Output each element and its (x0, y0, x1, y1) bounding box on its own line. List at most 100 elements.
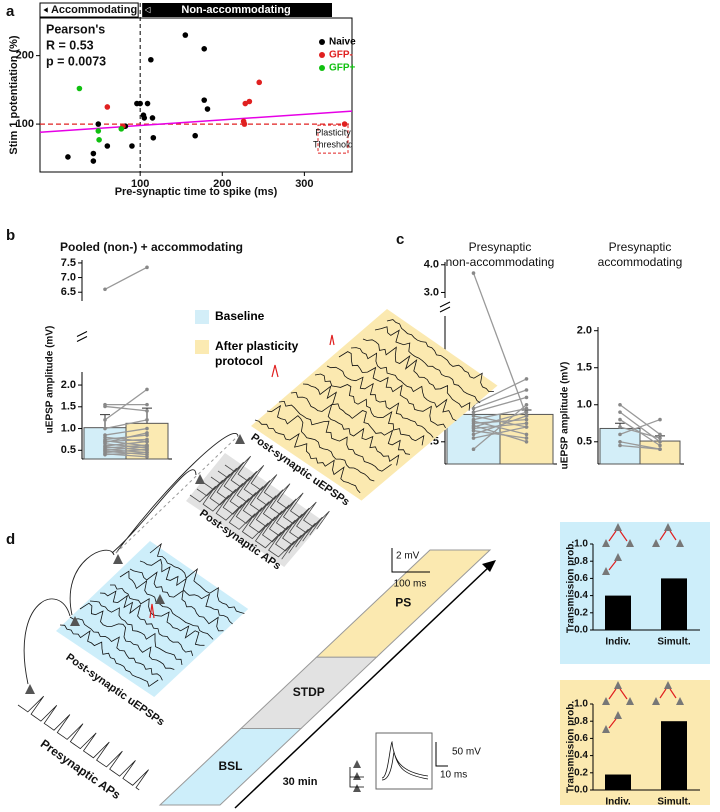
neuron-icon (676, 697, 684, 705)
pair-line (104, 432, 148, 444)
pair-dot (618, 425, 622, 429)
y-tick-label: 0.2 (574, 767, 588, 778)
y-tick-label: 1.5 (61, 401, 76, 413)
pair-line (473, 396, 527, 413)
trace (338, 351, 446, 429)
pair-dot (145, 426, 149, 431)
scale-label: 100 ms (394, 579, 427, 590)
trace (362, 338, 471, 411)
pair-line (104, 266, 148, 290)
pair-line (473, 407, 527, 421)
annotation: p = 0.0073 (46, 54, 106, 68)
y-tick-label: 1.5 (577, 362, 592, 374)
pair-dot (524, 395, 529, 400)
pair-dot (524, 436, 529, 440)
pair-dot (524, 410, 529, 415)
x-tick-label: Indiv. (605, 637, 631, 648)
point (95, 128, 102, 134)
trace (374, 326, 481, 404)
neuron-icon (353, 772, 361, 780)
point (204, 106, 211, 112)
pair-dot (471, 271, 476, 275)
pair-dot (618, 443, 622, 448)
pair-dot (145, 265, 149, 270)
axis-break (76, 331, 88, 342)
chart-title: accommodating (598, 255, 683, 269)
y-tick-label: 1.0 (577, 399, 592, 411)
point (96, 137, 102, 143)
pair-dot (618, 410, 622, 414)
pair-dot (471, 447, 476, 452)
y-axis-label: Transmission prob. (566, 701, 577, 793)
pair-line (619, 426, 661, 439)
neuron-icon (353, 760, 361, 768)
point (104, 143, 111, 149)
threshold-box (317, 124, 349, 154)
pair-dot (524, 377, 529, 381)
pair-line (619, 404, 661, 435)
pair-dot (471, 414, 476, 418)
trace (290, 391, 400, 466)
y-tick-label: 2.0 (61, 379, 76, 391)
inset-box (375, 732, 433, 790)
trace-band (251, 309, 498, 501)
spike-highlight (149, 334, 335, 619)
pair-line (104, 405, 148, 412)
neuron-icon (195, 474, 205, 484)
annotation: R = 0.53 (46, 38, 94, 52)
pair-line (473, 415, 527, 436)
neuron-icon (614, 523, 622, 531)
pair-line (619, 444, 661, 450)
pair-line (473, 378, 527, 406)
neuron-icon (626, 539, 634, 547)
bar (661, 578, 687, 630)
x-tick-label: 300 (295, 178, 313, 190)
pair-dot (103, 452, 107, 457)
chart-title: Pooled (non-) + accommodating (60, 240, 243, 254)
neuron-icon (70, 616, 80, 626)
trace (326, 365, 434, 438)
x-tick-label: 200 (213, 178, 231, 190)
trace (59, 624, 159, 688)
point (246, 98, 253, 105)
inset-trace (381, 740, 429, 781)
duration-label: 30 min (283, 776, 318, 788)
neuron-icon (664, 523, 672, 531)
panel-letter: d (6, 531, 15, 548)
dotted-link (115, 435, 239, 554)
time-arrow (234, 565, 491, 809)
legend-dot (319, 52, 325, 58)
trace (17, 695, 149, 791)
x-tick-label: Indiv. (605, 797, 631, 808)
point (104, 104, 111, 110)
neuron-icon (614, 681, 622, 689)
point (137, 100, 143, 107)
pair-dot (145, 439, 149, 444)
legend-swatch (195, 340, 209, 354)
pair-dot (658, 432, 662, 437)
axis-break (439, 301, 451, 313)
pair-dot (524, 421, 529, 426)
neuron-icon (626, 697, 634, 705)
pair-line (472, 272, 528, 417)
pair-line (104, 448, 148, 454)
trace (254, 419, 361, 494)
y-tick-label: 0.8 (574, 556, 588, 567)
point (241, 121, 248, 127)
header-arrow (42, 6, 151, 14)
pair-dot (524, 403, 529, 407)
bar (605, 595, 631, 630)
point (141, 115, 148, 121)
neuron-icon (353, 784, 361, 792)
scale-label: 50 mV (452, 747, 481, 758)
phase-label: BSL (219, 759, 243, 773)
pair-line (104, 436, 148, 443)
point (90, 158, 97, 164)
point (90, 150, 97, 157)
legend-label: Naive (329, 37, 356, 48)
threshold-label: Plasticity (315, 127, 351, 137)
pair-dot (618, 402, 622, 407)
y-tick-label: 0.0 (574, 785, 588, 796)
y-tick-label: 0.2 (574, 607, 588, 618)
legend-dot (319, 39, 325, 45)
